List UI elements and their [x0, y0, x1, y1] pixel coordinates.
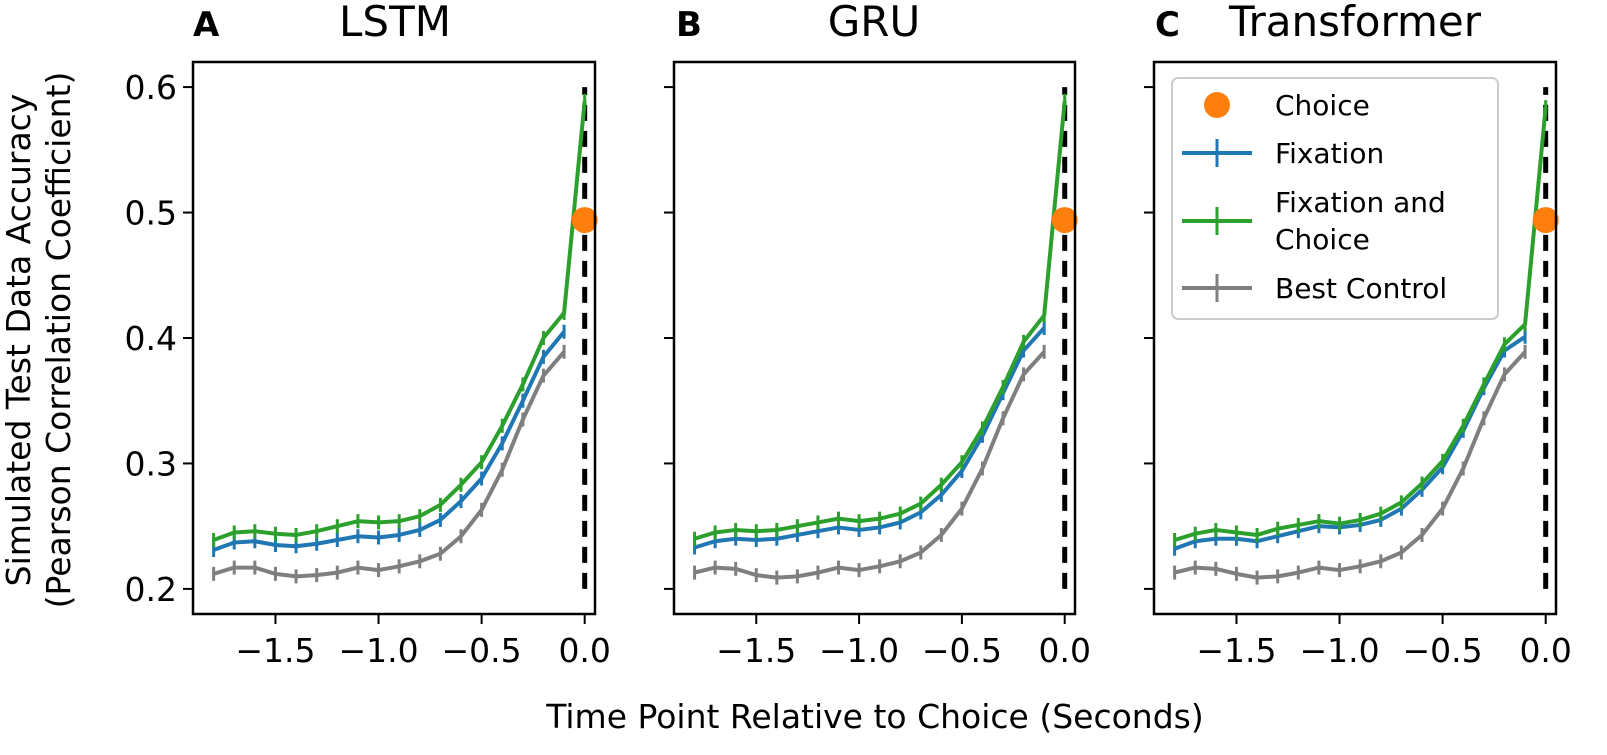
x-tick-label-b: −1.5: [716, 631, 796, 670]
x-tick-label-a: −1.0: [338, 631, 418, 670]
choice-point-b: [1051, 207, 1078, 234]
panel-a: A LSTM 0.2 0.3 0.4 0.5 0.6 −1.5 −1.0 −0.5 0.0: [125, 0, 611, 670]
series-line-fixation-and-choice-a: [212, 100, 587, 542]
x-tick-label-b: −1.0: [819, 631, 899, 670]
panel-title-b: GRU: [828, 0, 920, 46]
legend-best-control-marker: [1182, 274, 1252, 302]
y-tick-label-a: 0.2: [125, 570, 177, 609]
y-axis-label-line2: (Pearson Correlation Coefficient): [39, 72, 78, 609]
panel-b: B GRU −1.5 −1.0 −0.5 0.0: [664, 0, 1091, 670]
series-line-best-control-c: [1174, 350, 1527, 580]
panels-group: A LSTM 0.2 0.3 0.4 0.5 0.6 −1.5 −1.0 −0.5 0.0 B GRU −…: [125, 0, 1572, 670]
y-axis-label-line1: Simulated Test Data Accuracy: [0, 94, 38, 587]
y-tick-label-a: 0.5: [125, 194, 177, 233]
choice-point-a: [571, 207, 598, 234]
series-line-best-control-b: [694, 350, 1046, 580]
y-tick-label-a: 0.6: [125, 68, 177, 107]
series-line-fixation-a: [212, 330, 566, 552]
series-line-fixation-and-choice-b: [693, 100, 1067, 541]
panel-c: C Transformer −1.5 −1.0 −0.5 0.0: [1144, 0, 1572, 670]
legend-fixation-marker: [1182, 139, 1252, 167]
series-line-fixation-b: [693, 326, 1046, 550]
x-tick-label-c: −1.5: [1196, 631, 1276, 670]
x-tick-label-a: 0.0: [558, 631, 610, 670]
legend-choice-label: Choice: [1275, 89, 1370, 122]
x-tick-label-b: 0.0: [1038, 631, 1090, 670]
legend-choice-marker: [1204, 92, 1230, 118]
legend-fixation-and-choice-label-line1: Fixation and: [1275, 186, 1446, 219]
legend-fixation-and-choice-marker: [1182, 207, 1252, 235]
panel-frame-a: [191, 60, 597, 616]
series-line-best-control-a: [213, 350, 566, 579]
legend: Choice Fixation Fixation and Choice Best…: [1171, 77, 1499, 320]
y-tick-label-a: 0.3: [125, 444, 177, 483]
x-tick-label-a: −1.5: [235, 631, 315, 670]
choice-point-c: [1532, 207, 1559, 234]
x-axis-label: Time Point Relative to Choice (Seconds): [545, 697, 1204, 736]
x-tick-label-a: −0.5: [442, 631, 522, 670]
x-tick-label-c: −0.5: [1403, 631, 1483, 670]
legend-best-control-label: Best Control: [1275, 272, 1447, 305]
legend-fixation-label: Fixation: [1275, 137, 1384, 170]
panel-letter-b: B: [676, 5, 702, 45]
series-line-fixation-c: [1173, 335, 1527, 551]
panel-title-a: LSTM: [339, 0, 451, 46]
panel-letter-c: C: [1155, 5, 1180, 45]
panel-frame-b: [672, 60, 1077, 616]
x-tick-label-b: −0.5: [922, 631, 1002, 670]
legend-frame: [1171, 77, 1499, 320]
y-tick-label-a: 0.4: [125, 319, 177, 358]
legend-fixation-and-choice-label-line2: Choice: [1275, 223, 1370, 256]
panel-frame-c: [1152, 60, 1558, 616]
x-tick-label-c: 0.0: [1519, 631, 1571, 670]
panel-title-c: Transformer: [1228, 0, 1482, 46]
x-tick-label-c: −1.0: [1299, 631, 1379, 670]
panel-letter-a: A: [193, 5, 220, 45]
